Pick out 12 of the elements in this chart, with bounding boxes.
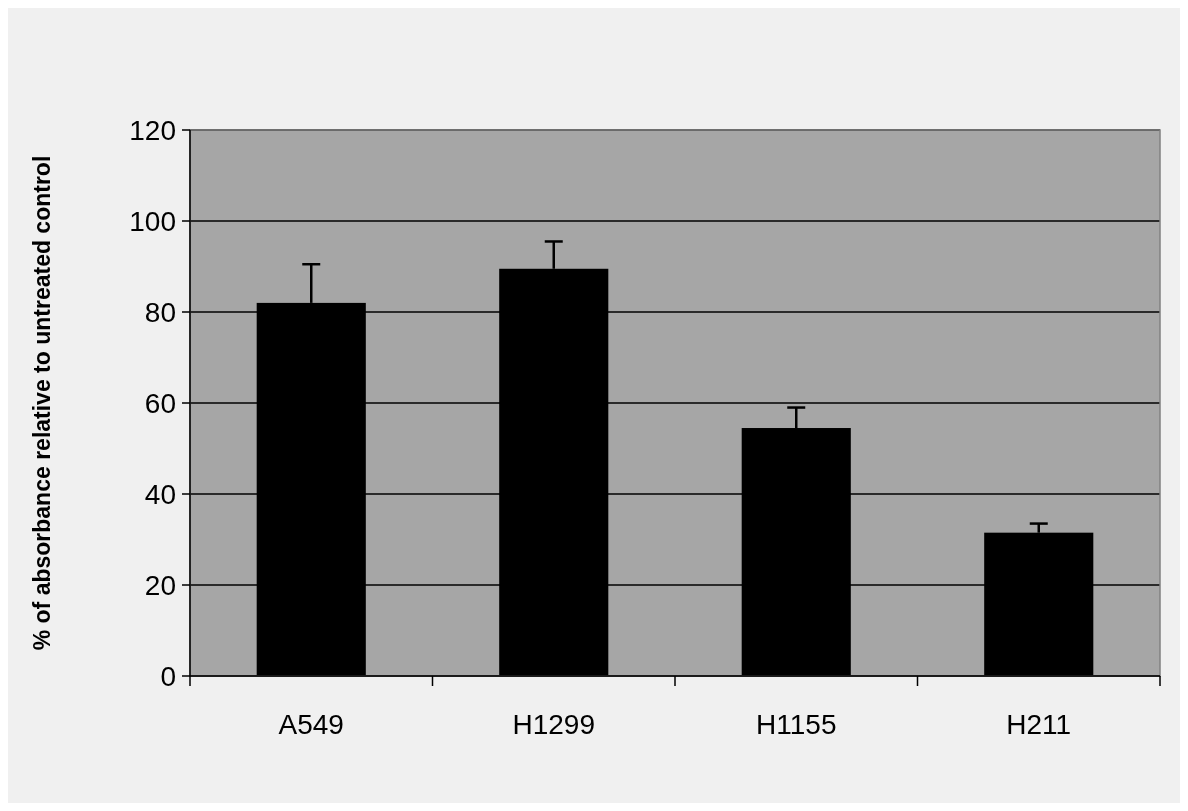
y-tick-label: 100 — [129, 205, 176, 237]
y-tick-label: 80 — [144, 296, 176, 328]
x-tick-label: H1155 — [756, 709, 837, 740]
x-tick-label: H1299 — [512, 709, 596, 740]
y-tick-label: 40 — [144, 478, 176, 510]
y-tick-label: 0 — [160, 660, 176, 692]
y-tick-label: 120 — [129, 114, 176, 146]
y-tick-label: 20 — [144, 569, 176, 601]
x-tick-label: A549 — [278, 709, 344, 740]
y-tick-label: 60 — [144, 387, 176, 419]
x-tick-label: H211 — [1006, 709, 1072, 740]
y-axis-title: % of absorbance relative to untreated control — [29, 155, 55, 651]
